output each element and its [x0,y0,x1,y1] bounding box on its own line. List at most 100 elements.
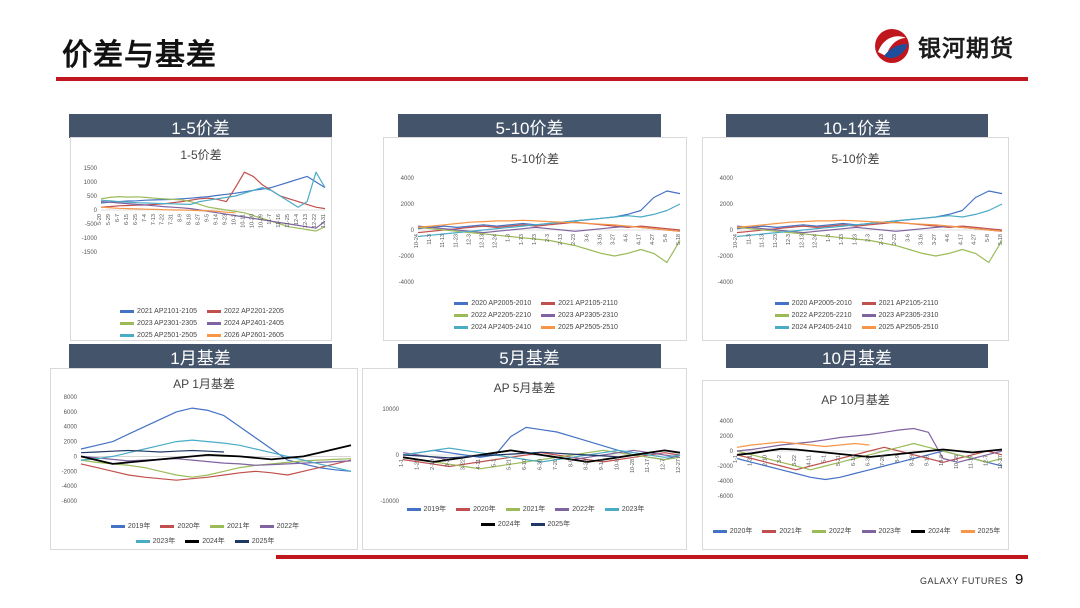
x-tick-label: 1-1 [733,455,739,463]
chart-title: AP 10月基差 [821,393,890,407]
legend-swatch [207,322,221,325]
series-line-0 [80,407,352,472]
x-tick-label: 10-24 [414,234,420,248]
legend-item: 2024 AP2405-2410 [774,324,852,331]
legend-label: 2022年 [572,506,595,513]
legend-label: 2022 AP2205-2210 [791,312,852,319]
x-tick-label: 4-6 [945,234,951,242]
x-tick-label: 6-10 [522,459,528,470]
x-tick-label: 2-13 [879,234,885,245]
section-header-1-5: 1-5价差 [69,114,332,138]
x-tick-label: 4-17 [637,234,643,245]
series-line-5 [736,219,1003,232]
x-tick-label: 11-17 [645,459,651,473]
x-tick-label: 12-3 [786,234,792,245]
y-tick-label: 0 [74,454,78,460]
legend-swatch [207,310,221,313]
y-tick-label: 10000 [382,407,399,413]
y-tick-label: -10000 [380,499,399,505]
x-tick-label: 10-2 [231,214,237,225]
x-tick-label: 3-16 [597,234,603,245]
bottom-divider [276,555,1028,559]
legend-item: 2025年 [530,519,571,529]
legend-label: 2021 AP2105-2110 [558,300,618,307]
x-tick-label: 5-21 [836,455,842,466]
legend-label: 2025年 [547,521,571,528]
x-tick-label: 12-13 [303,214,309,228]
series-line-4 [402,447,681,463]
legend-swatch [160,524,175,528]
x-tick-label: 10-28 [954,455,960,469]
galaxy-logo-icon [875,29,909,63]
series-line-4 [417,203,681,238]
x-tick-label: 2-3 [545,234,551,242]
legend-label: 2025 AP2505-2510 [558,324,618,331]
x-tick-label: 5-8 [985,234,991,242]
y-tick-label: 0 [730,449,734,455]
x-tick-label: 9-5 [205,214,211,222]
x-tick-label: 6-30 [866,455,872,466]
y-tick-label: 1500 [84,166,98,172]
legend-label: 2025 AP2501-2505 [137,332,197,339]
x-tick-label: 2-10 [762,455,768,466]
legend-item: 2025 AP2501-2505 [120,332,197,339]
x-tick-label: 5-29 [106,214,112,225]
y-tick-label: 2000 [720,202,734,208]
y-tick-label: 0 [730,228,734,234]
legend-label: 2023年 [878,528,902,535]
chart-1-5-spread: 1-5价差 1500 1000 500 0 -500 -1000 -1500 5-20 5-29 6… [70,137,332,341]
x-tick-label: 12-27 [676,459,682,473]
chart-legend: 2021 AP2101-2105 2022 AP2201-2205 2023 AP2… [97,308,307,339]
chart-title: 1-5价差 [180,148,222,162]
y-tick-label: 4000 [720,419,734,425]
legend-item: 2025年 [234,536,274,546]
legend-swatch [911,529,926,533]
legend-swatch [120,334,135,337]
legend-item: 2024年 [911,526,951,536]
chart-10-1-spread: 5-10价差 4000 2000 0 -2000 -4000 10-24 11-3 11-13 1… [702,137,1009,341]
legend-label: 2019年 [127,523,151,530]
y-tick-label: -1000 [82,236,98,242]
legend-item: 2022年 [259,521,299,531]
legend-item: 2023年 [135,536,175,546]
legend-swatch [120,310,135,313]
x-tick-label: 7-20 [553,459,559,470]
legend-swatch [774,314,789,317]
legend-item: 2023年 [604,504,644,514]
x-tick-label: 2-23 [571,234,577,245]
series-line-5 [100,206,236,214]
x-tick-label: 12-7 [661,459,667,470]
legend-swatch [960,529,975,533]
x-tick-label: 12-22 [312,214,318,228]
legend-swatch [712,529,727,533]
legend-swatch [185,539,200,543]
legend-item: 2019年 [110,521,151,531]
footer-brand: GALAXY FUTURES [920,576,1008,586]
x-tick-label: 12-3 [466,234,472,245]
x-tick-label: 11-3 [427,234,433,245]
x-tick-label: 6-10 [851,455,857,466]
legend-swatch [210,524,224,528]
x-tick-label: 8-29 [910,455,916,466]
legend-label: 2022 AP2201-2205 [224,308,284,315]
legend-label: 2024 AP2401-2405 [224,320,284,327]
series-line-2 [736,442,1003,471]
chart-plot: 8000 6000 4000 2000 0 -2000 -4000 -6000 [62,395,352,505]
legend-label: 2024年 [497,521,521,528]
company-logo: 银河期货 [872,26,1014,66]
legend-swatch [774,326,789,329]
x-tick-label: 7-31 [169,214,175,225]
legend-item: 2022 AP2205-2210 [774,312,852,319]
x-tick-label: 12-24 [493,234,499,248]
legend-swatch [456,507,471,511]
x-tick-label: 7-22 [160,214,166,225]
legend-swatch [861,326,876,329]
legend-label: 2024年 [928,528,951,535]
series-line-5 [736,441,870,448]
legend-swatch [762,529,777,533]
x-tick-label: 6-25 [133,214,139,225]
y-tick-label: -4000 [718,280,734,286]
x-tick-label: 11-13 [760,234,766,248]
x-tick-label: 7-13 [151,214,157,225]
legend-swatch [207,334,221,337]
